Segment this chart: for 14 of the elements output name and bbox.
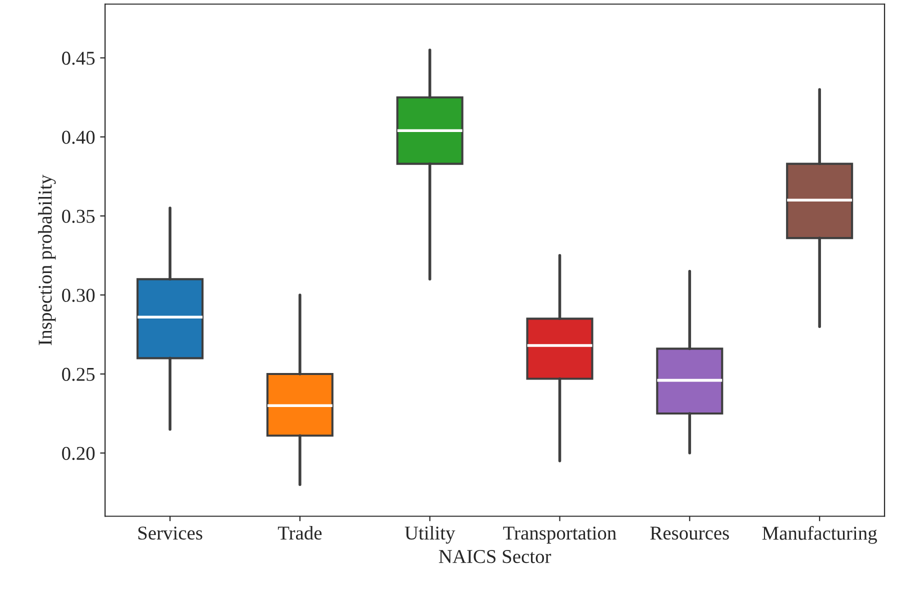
x-tick-label: Manufacturing bbox=[762, 526, 877, 544]
y-tick-label: 0.20 bbox=[62, 446, 95, 460]
y-tick-label: 0.30 bbox=[62, 288, 95, 302]
x-tick-label: Transportation bbox=[503, 526, 616, 544]
y-tick-label: 0.40 bbox=[62, 130, 95, 144]
x-tick-label: Services bbox=[138, 526, 202, 540]
y-tick-label: 0.25 bbox=[62, 368, 95, 382]
y-tick-label: 0.45 bbox=[62, 52, 95, 65]
x-tick-label: Resources bbox=[650, 526, 729, 540]
y-axis-title: Inspection probability bbox=[38, 174, 56, 346]
y-tick-label: 0.35 bbox=[62, 210, 95, 223]
x-tick-label: Utility bbox=[404, 526, 456, 544]
x-axis-title: NAICS Sector bbox=[438, 550, 552, 564]
x-tick-label: Trade bbox=[278, 526, 322, 540]
